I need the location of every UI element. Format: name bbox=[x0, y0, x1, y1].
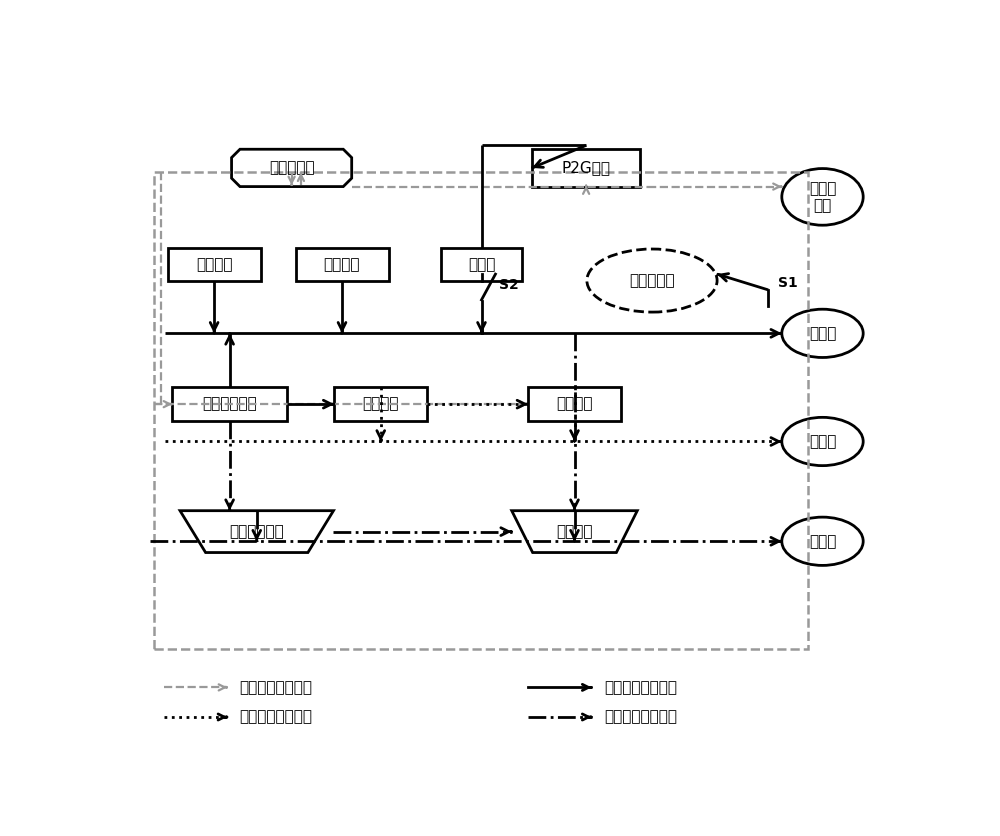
Text: P2G装置: P2G装置 bbox=[562, 161, 611, 176]
Text: S2: S2 bbox=[499, 278, 518, 292]
Text: 微型燃气轮机: 微型燃气轮机 bbox=[202, 396, 257, 411]
Text: 供热系统功率流向: 供热系统功率流向 bbox=[240, 710, 313, 725]
Text: 供气系统功率流向: 供气系统功率流向 bbox=[240, 680, 313, 695]
Text: 吸收式制冷机: 吸收式制冷机 bbox=[229, 524, 284, 539]
Text: 热负荷: 热负荷 bbox=[809, 434, 836, 449]
Bar bbox=[528, 387, 621, 421]
Bar bbox=[154, 172, 808, 649]
Text: 余热锅炉: 余热锅炉 bbox=[362, 396, 399, 411]
Bar bbox=[532, 150, 640, 186]
Text: 供电系统功率流向: 供电系统功率流向 bbox=[604, 680, 677, 695]
Text: 供冷系统功率流向: 供冷系统功率流向 bbox=[604, 710, 677, 725]
Bar bbox=[296, 247, 388, 281]
Bar bbox=[168, 247, 261, 281]
Text: 可中断负荷: 可中断负荷 bbox=[629, 273, 675, 288]
Text: 风电机组: 风电机组 bbox=[196, 257, 232, 272]
Bar bbox=[334, 387, 427, 421]
Text: 电制冷机: 电制冷机 bbox=[556, 524, 593, 539]
Text: 大电网: 大电网 bbox=[468, 257, 495, 272]
Text: S1: S1 bbox=[778, 276, 797, 290]
Text: 天然气
负荷: 天然气 负荷 bbox=[809, 181, 836, 213]
Bar bbox=[441, 247, 522, 281]
Text: 电负荷: 电负荷 bbox=[809, 326, 836, 341]
Text: 光伏电池: 光伏电池 bbox=[324, 257, 360, 272]
Text: 燃气锅炉: 燃气锅炉 bbox=[556, 396, 593, 411]
Text: 天然气网络: 天然气网络 bbox=[269, 161, 314, 176]
Text: 冷负荷: 冷负荷 bbox=[809, 533, 836, 548]
Bar bbox=[172, 387, 287, 421]
